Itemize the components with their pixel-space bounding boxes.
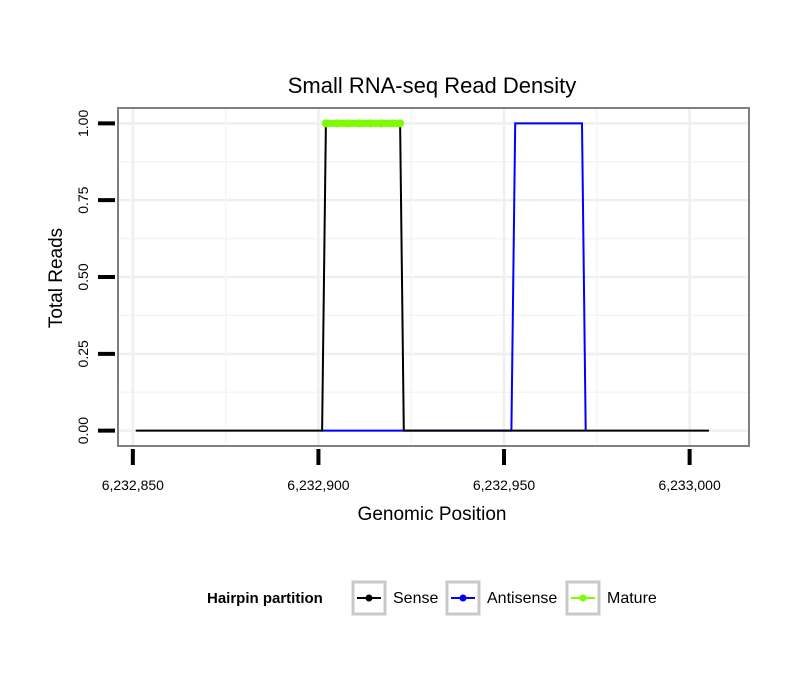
- legend: Hairpin partition Sense Antisense Mature: [207, 580, 657, 616]
- legend-key-point: [365, 594, 373, 602]
- plot-series: [135, 119, 710, 432]
- x-tick-label: 6,232,900: [287, 477, 349, 493]
- data-point-mature: [344, 119, 353, 128]
- data-point-mature: [355, 119, 364, 128]
- legend-key: [565, 580, 601, 616]
- data-point-mature: [396, 119, 405, 128]
- data-point-mature: [332, 119, 341, 128]
- data-point-mature: [366, 119, 375, 128]
- legend-label: Sense: [393, 590, 438, 607]
- legend-item-antisense: Antisense: [445, 580, 557, 616]
- y-tick-label: 0.25: [75, 340, 91, 367]
- plot-panel-border: [117, 107, 750, 447]
- grid: [118, 108, 749, 446]
- data-point-mature: [377, 119, 386, 128]
- y-axis-title: Total Reads: [46, 228, 67, 328]
- y-tick-label: 0.00: [75, 417, 91, 444]
- x-tick-label: 6,232,850: [102, 477, 164, 493]
- legend-key-point: [579, 594, 587, 602]
- legend-item-mature: Mature: [565, 580, 657, 616]
- data-point-mature: [321, 119, 330, 128]
- chart-title: Small RNA-seq Read Density: [288, 73, 577, 98]
- legend-item-sense: Sense: [351, 580, 438, 616]
- legend-label: Antisense: [487, 590, 557, 607]
- legend-label: Mature: [607, 590, 657, 607]
- x-axis-title: Genomic Position: [358, 504, 507, 525]
- y-tick-label: 0.75: [75, 186, 91, 213]
- x-tick-label: 6,233,000: [658, 477, 720, 493]
- legend-key-point: [459, 594, 467, 602]
- y-tick-label: 1.00: [75, 110, 91, 137]
- x-tick-label: 6,232,950: [473, 477, 535, 493]
- legend-title: Hairpin partition: [207, 590, 323, 607]
- y-tick-label: 0.50: [75, 263, 91, 290]
- axes: 6,232,850 6,232,900 6,232,950 6,233,000 0.00…: [75, 110, 721, 493]
- series-line-antisense: [321, 122, 587, 432]
- data-point-mature: [388, 119, 397, 128]
